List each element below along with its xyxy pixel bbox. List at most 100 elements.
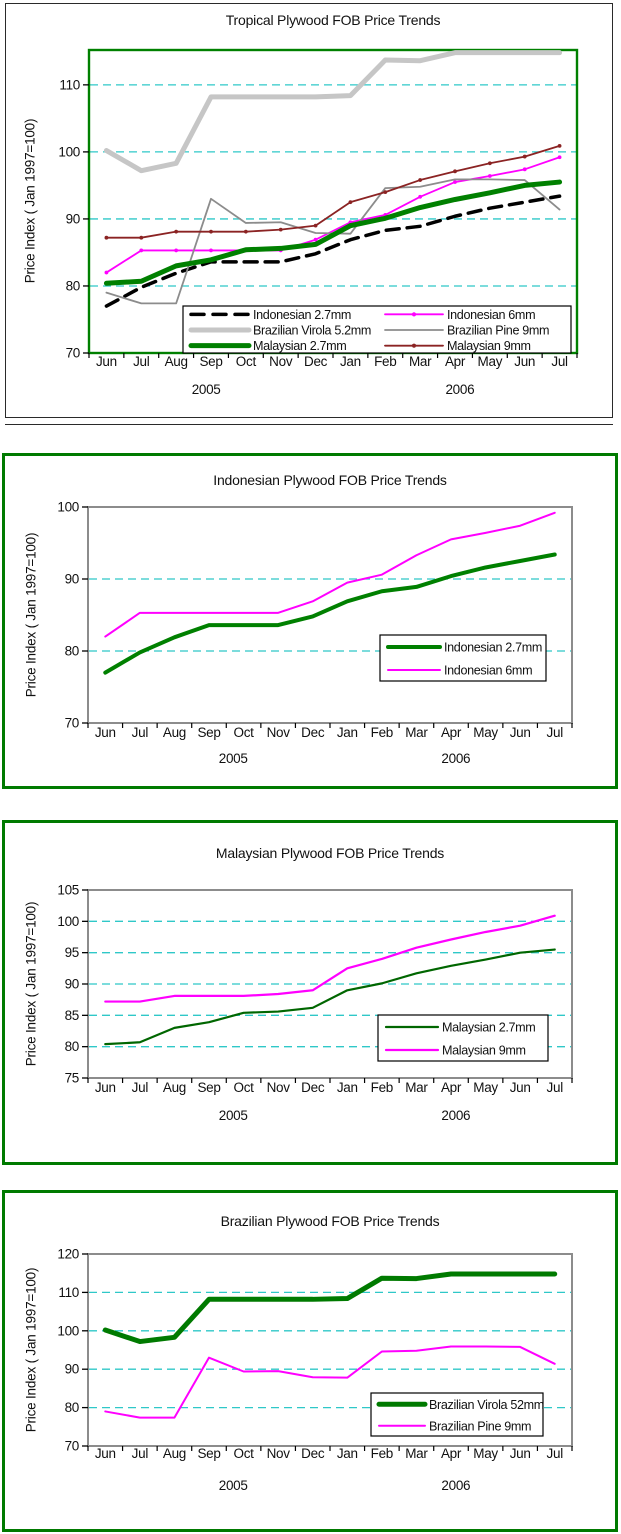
series-marker-malaysian-9mm [522,154,527,159]
series-marker-malaysian-9mm [348,200,353,205]
series-marker-malaysian-9mm [557,143,562,148]
x-tick-label: Apr [441,1446,462,1461]
x-tick-label: Feb [374,354,396,369]
x-tick-label: May [473,725,498,740]
y-tick-label: 90 [65,977,79,992]
year-label: 2006 [445,382,474,397]
y-tick-label: 105 [57,883,79,898]
series-line-malaysian-2-7mm [103,179,563,286]
year-label: 2005 [219,1108,248,1123]
legend-label-indonesian-2-7mm: Indonesian 2.7mm [253,308,351,322]
legend-box [377,1014,549,1062]
y-tick-label: 95 [65,945,79,960]
x-tick-label: Nov [267,1080,291,1095]
x-tick-label: Jul [132,1080,149,1095]
chart-indonesian-plywood: Indonesian Plywood FOB Price Trends Pric… [2,453,618,789]
x-tick-label: Jan [337,1080,358,1095]
x-tick-label: Dec [301,1080,325,1095]
year-label: 2005 [192,382,221,397]
x-tick-label: Aug [163,1080,186,1095]
x-tick-label: Nov [267,725,291,740]
series-marker-malaysian-9mm [313,223,318,228]
x-tick-label: Oct [234,1446,255,1461]
x-tick-label: Mar [405,725,428,740]
series-marker-malaysian-9mm [243,229,248,234]
plot-svg: 70 80 90 100 Jun Jul Aug Sep Oct Nov Dec Jan Feb Mar A… [57,500,573,766]
y-tick-label: 100 [57,500,79,515]
series-line-indonesian-2-7mm [104,194,562,308]
x-tick-label: Oct [236,354,257,369]
x-tick-label: Jul [132,725,149,740]
plot-svg: 70 80 90 100 110 Jun Jul Aug Sep Oct Nov Dec Jan Feb M… [58,48,579,397]
y-tick-label: 70 [65,716,79,731]
year-label: 2005 [219,751,248,766]
x-tick-label: Sep [199,354,222,369]
x-tick-label: Mar [409,354,432,369]
series-marker-indonesian-6mm [557,155,562,160]
chart-tropical-plywood: Tropical Plywood FOB Price Trends Price … [5,3,613,425]
legend-marker-malaysian-9mm [411,343,417,348]
series-marker-indonesian-6mm [209,248,213,253]
series-line-brazilian-pine-9mm [105,178,561,305]
y-tick-label: 75 [65,1071,79,1086]
plot-svg: 70 80 90 100 110 120 Jun Jul Aug Sep Oct Nov Dec Jan F… [57,1247,573,1493]
x-tick-label: Dec [301,725,325,740]
series-marker-malaysian-9mm [139,235,144,240]
x-tick-label: Apr [441,1080,462,1095]
legend-label-brazilian-pine-9mm: Brazilian Pine 9mm [429,1419,531,1433]
x-tick-label: Sep [197,725,220,740]
y-tick-label: 120 [57,1247,79,1262]
x-tick-label: Aug [163,1446,186,1461]
y-tick-label: 70 [65,1439,79,1454]
series-line-brazilian-pine-9mm [104,1345,556,1419]
y-tick-label: 80 [65,644,79,659]
series-marker-malaysian-9mm [418,178,423,182]
series-marker-malaysian-9mm [209,229,213,234]
x-tick-label: Sep [197,1446,220,1461]
x-tick-label: Jan [340,354,361,369]
series-line-malaysian-9mm [104,914,556,1003]
y-tick-label: 85 [65,1008,79,1023]
x-tick-label: Nov [267,1446,291,1461]
y-tick-label: 80 [65,1400,79,1415]
x-tick-label: Feb [371,1446,393,1461]
year-label: 2005 [219,1478,248,1493]
y-tick-label: 80 [66,278,80,293]
x-tick-label: Sep [197,1080,220,1095]
x-tick-label: Jun [95,1446,116,1461]
series-marker-indonesian-6mm [418,194,423,199]
chart-title: Indonesian Plywood FOB Price Trends [213,472,447,488]
series-line-indonesian-6mm [104,511,556,638]
legend-label-indonesian-6mm: Indonesian 6mm [447,308,535,322]
x-tick-label: Jun [510,725,531,740]
series-line-indonesian-6mm [105,156,561,274]
series-marker-indonesian-6mm [174,248,179,253]
x-tick-label: Nov [269,354,293,369]
x-tick-label: Oct [234,725,255,740]
x-tick-label: Jul [551,354,568,369]
x-tick-label: Mar [405,1080,428,1095]
plot-frame [87,506,573,724]
legend-label-malaysian-9mm: Malaysian 9mm [447,339,531,353]
x-tick-label: May [473,1080,498,1095]
x-tick-label: Jun [510,1080,531,1095]
x-tick-label: Apr [445,354,466,369]
series-marker-indonesian-6mm [487,174,492,178]
x-tick-label: Jul [132,1446,149,1461]
x-tick-label: Apr [441,725,462,740]
x-tick-label: Jun [95,725,116,740]
x-tick-label: Jul [547,1080,564,1095]
x-tick-label: Dec [304,354,328,369]
x-tick-label: Aug [165,354,188,369]
x-tick-label: Jul [547,725,564,740]
y-tick-label: 100 [58,144,80,159]
series-marker-indonesian-6mm [453,180,457,184]
y-tick-label: 90 [66,211,80,226]
y-tick-label: 100 [57,1323,79,1338]
y-tick-label: 70 [66,346,80,361]
legend-label-malaysian-2-7mm: Malaysian 2.7mm [442,1021,535,1035]
series-line-brazilian-virola-5-2mm [103,50,563,174]
chart-title: Brazilian Plywood FOB Price Trends [220,1213,440,1229]
legend-label-brazilian-virola-5-2mm: Brazilian Virola 5.2mm [253,324,371,338]
